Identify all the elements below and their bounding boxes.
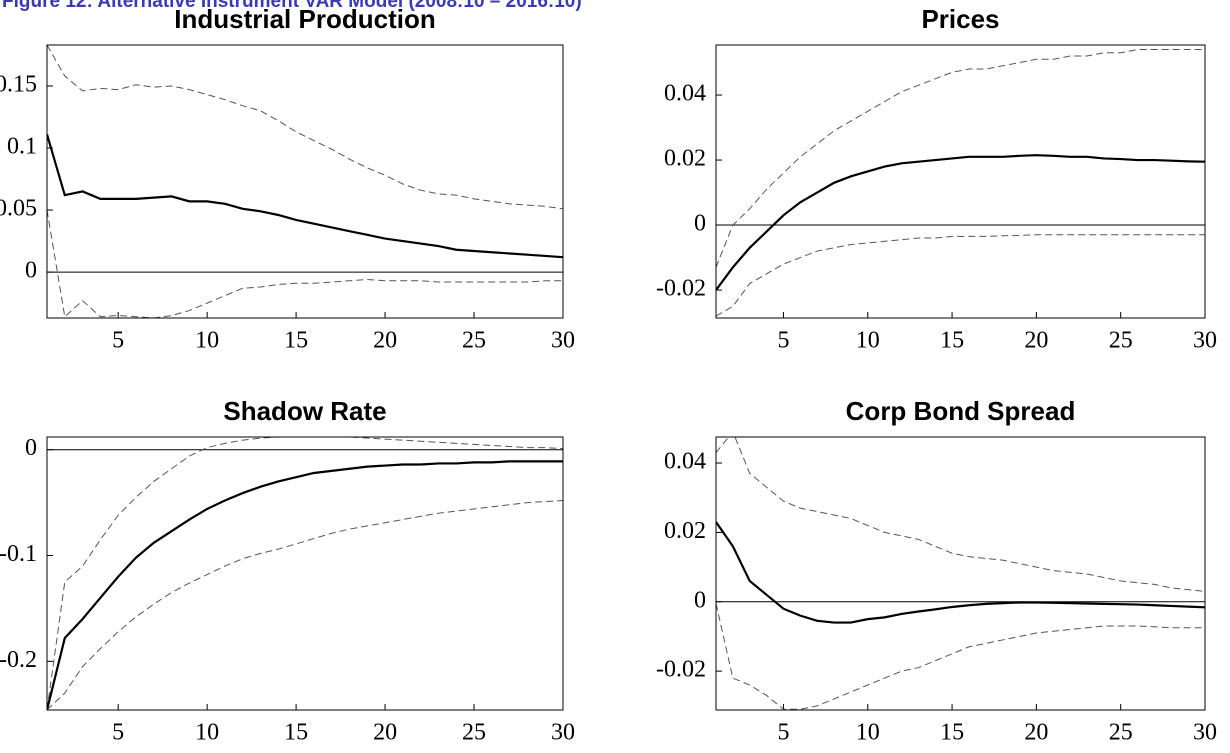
x-tick-label: 15 xyxy=(940,328,964,354)
x-tick-label: 20 xyxy=(373,720,397,746)
y-tick-label: -0.1 xyxy=(0,541,37,567)
y-tick-label: 0.1 xyxy=(7,133,37,159)
response-line xyxy=(716,154,1205,291)
confidence-band xyxy=(716,234,1205,317)
x-tick-label: 20 xyxy=(373,328,397,354)
y-tick-label: -0.02 xyxy=(656,276,706,302)
y-tick-label: -0.2 xyxy=(0,647,37,673)
x-tick-label: 15 xyxy=(284,328,308,354)
x-tick-label: 25 xyxy=(462,720,486,746)
figure-caption: Figure 12: Alternative Instrument VAR Mo… xyxy=(2,0,582,12)
chart-title: Shadow Rate xyxy=(223,396,386,426)
y-tick-label: -0.02 xyxy=(656,657,706,683)
chart-title: Prices xyxy=(921,4,999,34)
response-line xyxy=(47,460,563,710)
confidence-band xyxy=(716,603,1205,710)
x-tick-label: 5 xyxy=(777,720,789,746)
x-tick-label: 5 xyxy=(112,328,124,354)
x-tick-label: 15 xyxy=(940,720,964,746)
x-tick-label: 20 xyxy=(1024,328,1048,354)
y-tick-label: 0 xyxy=(25,435,37,461)
x-tick-label: 25 xyxy=(462,328,486,354)
chart-title: Industrial Production xyxy=(174,4,435,34)
plot-frame xyxy=(715,436,1206,711)
confidence-band xyxy=(47,209,563,318)
x-tick-label: 30 xyxy=(551,328,575,354)
plot-frame xyxy=(46,436,564,711)
x-tick-label: 25 xyxy=(1109,720,1133,746)
x-tick-label: 30 xyxy=(551,720,575,746)
confidence-band xyxy=(716,49,1205,268)
x-tick-label: 10 xyxy=(856,720,880,746)
x-tick-label: 10 xyxy=(856,328,880,354)
x-tick-label: 20 xyxy=(1024,720,1048,746)
x-tick-label: 5 xyxy=(112,720,124,746)
confidence-band xyxy=(47,437,563,710)
plot-frame xyxy=(715,44,1206,319)
y-tick-label: 0.05 xyxy=(0,196,37,222)
x-tick-label: 25 xyxy=(1109,328,1133,354)
y-tick-label: 0.02 xyxy=(664,146,706,172)
y-tick-label: 0.02 xyxy=(664,518,706,544)
x-tick-label: 10 xyxy=(195,720,219,746)
x-tick-label: 10 xyxy=(195,328,219,354)
response-line xyxy=(716,521,1205,624)
plot-frame xyxy=(46,44,564,319)
x-tick-label: 5 xyxy=(777,328,789,354)
y-tick-label: 0 xyxy=(25,258,37,284)
chart-title: Corp Bond Spread xyxy=(846,396,1076,426)
y-tick-label: 0 xyxy=(694,587,706,613)
response-line xyxy=(47,134,563,259)
confidence-band xyxy=(716,437,1205,592)
confidence-band xyxy=(47,499,563,710)
x-tick-label: 15 xyxy=(284,720,308,746)
y-tick-label: 0.04 xyxy=(664,81,706,107)
y-tick-label: 0.04 xyxy=(664,449,706,475)
x-tick-label: 30 xyxy=(1193,720,1217,746)
y-tick-label: 0.15 xyxy=(0,71,37,97)
confidence-band xyxy=(47,45,563,210)
x-tick-label: 30 xyxy=(1193,328,1217,354)
y-tick-label: 0 xyxy=(694,211,706,237)
